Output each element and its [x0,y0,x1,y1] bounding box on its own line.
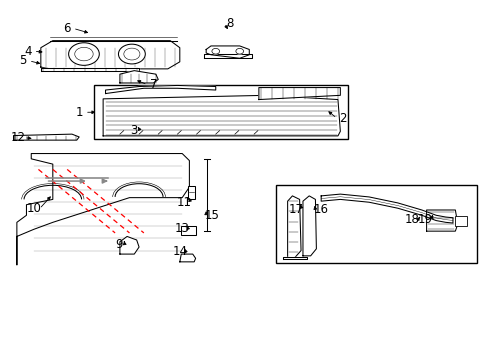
Polygon shape [282,257,306,259]
Polygon shape [120,237,139,254]
Bar [275,185,476,263]
Text: 9: 9 [115,238,122,251]
Bar [93,85,347,139]
Text: 3: 3 [130,124,138,137]
Text: 11: 11 [177,197,192,210]
Bar [187,186,195,199]
Polygon shape [105,85,215,94]
Polygon shape [287,196,301,258]
Text: 10: 10 [26,202,41,215]
Polygon shape [426,210,457,231]
Polygon shape [258,87,340,100]
Text: 18: 18 [404,213,419,226]
Polygon shape [303,196,316,256]
Bar [181,226,195,235]
Circle shape [68,43,99,66]
Text: 2: 2 [338,112,346,125]
Polygon shape [180,254,195,262]
Text: 13: 13 [174,222,189,235]
Polygon shape [41,68,139,71]
Text: 5: 5 [20,54,27,67]
Polygon shape [41,41,180,69]
Polygon shape [103,95,340,136]
Text: 8: 8 [226,17,233,30]
Circle shape [211,48,219,54]
Bar [454,216,467,226]
Text: 16: 16 [313,203,328,216]
Text: 6: 6 [63,22,71,35]
Text: 4: 4 [24,45,32,58]
Text: 1: 1 [75,106,83,119]
Text: 7: 7 [149,78,157,91]
Text: 17: 17 [288,203,303,216]
Text: 14: 14 [172,245,187,258]
Polygon shape [321,194,452,223]
Polygon shape [14,134,79,140]
Circle shape [235,48,243,54]
Circle shape [118,44,145,64]
Polygon shape [206,46,249,58]
Text: 15: 15 [204,209,219,222]
Polygon shape [17,154,189,265]
Polygon shape [203,54,251,58]
Text: 12: 12 [11,131,26,144]
Polygon shape [120,71,158,83]
Text: 19: 19 [417,213,432,226]
